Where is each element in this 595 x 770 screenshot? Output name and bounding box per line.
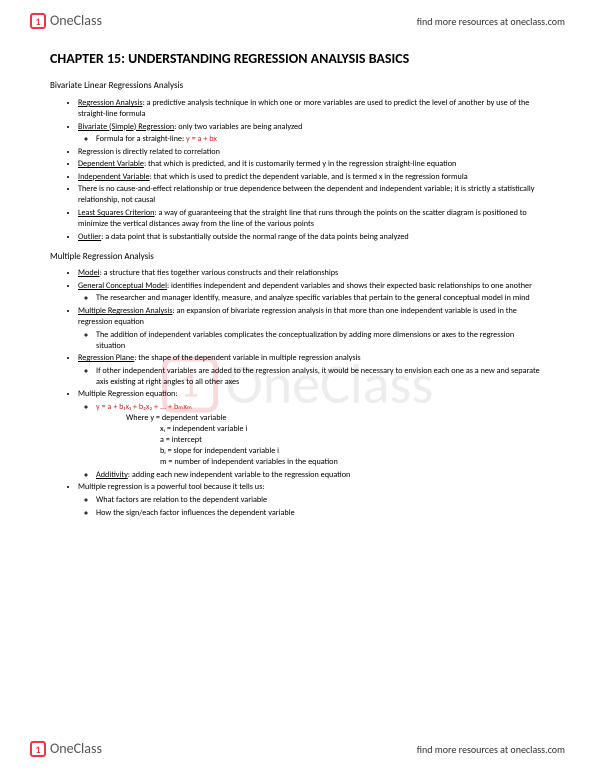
term: Regression Analysis: [78, 98, 143, 108]
document-content: 1 OneClass CHAPTER 15: UNDERSTANDING REG…: [50, 50, 545, 720]
list-item: Regression Analysis: a predictive analys…: [78, 98, 545, 120]
list-item: Multiple Regression Analysis: an expansi…: [78, 306, 545, 352]
definition: : a structure that ties together various…: [100, 268, 339, 278]
var-line: bᵢ = slope for independent variable i: [96, 446, 545, 457]
term: Outlier: [78, 232, 101, 242]
definition: : only two variables are being analyzed: [174, 122, 302, 132]
term: Dependent Variable: [78, 159, 144, 169]
page-footer: 1 OneClass find more resources at onecla…: [0, 734, 595, 764]
sub-item: If other independent variables are added…: [96, 366, 545, 388]
var-line: xᵢ = independent variable i: [96, 424, 545, 435]
section-2-list: Model: a structure that ties together va…: [50, 268, 545, 518]
sub-item: Formula for a straight-line: y = a + bx: [96, 134, 545, 145]
equation-label: Multiple Regression equation:: [78, 389, 178, 399]
list-item: Multiple regression is a powerful tool b…: [78, 482, 545, 518]
term: Additivity: [96, 470, 128, 480]
sub-item: How the sign/each factor influences the …: [96, 508, 545, 519]
footer-tagline: find more resources at oneclass.com: [417, 743, 565, 756]
term: Bivariate (Simple) Regression: [78, 122, 174, 132]
sub-item: The addition of independent variables co…: [96, 330, 545, 352]
list-item: Bivariate (Simple) Regression: only two …: [78, 122, 545, 146]
list-item: Outlier: a data point that is substantia…: [78, 232, 545, 243]
definition: : adding each new independent variable t…: [128, 470, 351, 480]
term: Multiple Regression Analysis: [78, 306, 172, 316]
list-item: Model: a structure that ties together va…: [78, 268, 545, 279]
term: Least Squares Criterion: [78, 208, 154, 218]
list-item: Dependent Variable: that which is predic…: [78, 159, 545, 170]
chapter-title: CHAPTER 15: UNDERSTANDING REGRESSION ANA…: [50, 50, 545, 68]
definition: : that which is used to predict the depe…: [150, 172, 468, 182]
list-item: Regression Plane: the shape of the depen…: [78, 353, 545, 388]
definition: : identifies independent and dependent v…: [167, 281, 532, 291]
brand-logo: 1 OneClass: [30, 12, 102, 30]
brand-name-footer: OneClass: [50, 740, 102, 758]
list-item: Least Squares Criterion: a way of guaran…: [78, 208, 545, 230]
definition: : a data point that is substantially out…: [101, 232, 409, 242]
var-line: Where y = dependent variable: [96, 413, 545, 424]
definition: : that which is predicted, and it is cus…: [144, 159, 456, 169]
formula-text: y = a + bx: [186, 134, 217, 144]
term: General Conceptual Model: [78, 281, 167, 291]
brand-name: OneClass: [50, 12, 102, 30]
logo-icon: 1: [30, 741, 46, 757]
brand-logo-footer: 1 OneClass: [30, 740, 102, 758]
definition: : a predictive analysis technique in whi…: [78, 98, 529, 119]
term: Independent Variable: [78, 172, 150, 182]
header-tagline: find more resources at oneclass.com: [417, 15, 565, 28]
var-line: m = number of independent variables in t…: [96, 457, 545, 468]
sub-item: What factors are relation to the depende…: [96, 495, 545, 506]
term: Model: [78, 268, 100, 278]
page-header: 1 OneClass find more resources at onecla…: [0, 6, 595, 36]
equation-formula: y = a + b₁x₁ + b₂x₂ + ... + bₘxₘ: [96, 402, 192, 412]
section-2-label: Multiple Regression Analysis: [50, 251, 545, 263]
definition: : the shape of the dependent variable in…: [134, 353, 360, 363]
intro-text: Multiple regression is a powerful tool b…: [78, 482, 264, 492]
list-item: There is no cause-and-effect relationshi…: [78, 184, 545, 206]
list-item: Multiple Regression equation: y = a + b₁…: [78, 389, 545, 481]
sub-item: Additivity: adding each new independent …: [96, 470, 545, 481]
sub-item: y = a + b₁x₁ + b₂x₂ + ... + bₘxₘ Where y…: [96, 402, 545, 468]
section-1-list: Regression Analysis: a predictive analys…: [50, 98, 545, 243]
logo-icon: 1: [30, 13, 46, 29]
term: Regression Plane: [78, 353, 134, 363]
list-item: Independent Variable: that which is used…: [78, 172, 545, 183]
sub-item: The researcher and manager identify, mea…: [96, 293, 545, 304]
list-item: Regression is directly related to correl…: [78, 147, 545, 158]
list-item: General Conceptual Model: identifies ind…: [78, 281, 545, 305]
section-1-label: Bivariate Linear Regressions Analysis: [50, 80, 545, 92]
var-line: a = intercept: [96, 435, 545, 446]
formula-label: Formula for a straight-line:: [96, 134, 186, 144]
